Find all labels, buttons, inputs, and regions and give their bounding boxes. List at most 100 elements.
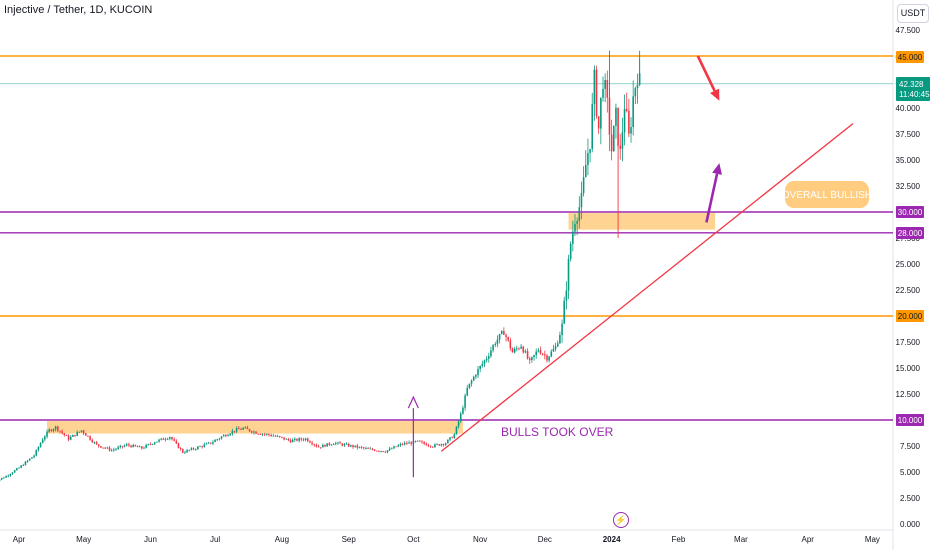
overall-bullish-label: OVERALL BULLISH: [782, 190, 872, 201]
bulls-took-over-label[interactable]: BULLS TOOK OVER: [501, 425, 614, 439]
candle-body: [136, 446, 139, 448]
candle-body: [477, 368, 479, 376]
lightning-icon[interactable]: ⚡: [613, 512, 629, 528]
arrow-shaft: [696, 55, 716, 92]
candle-body: [309, 441, 311, 443]
candle-body: [572, 231, 574, 244]
candle-body: [595, 69, 598, 117]
candle-body: [317, 446, 320, 448]
candle-body: [414, 441, 417, 442]
y-tick-label: 5.000: [900, 468, 921, 477]
candle-body: [153, 442, 156, 445]
candle-body: [186, 450, 188, 453]
y-tick-label: 40.000: [896, 104, 921, 113]
candle-body: [485, 358, 488, 361]
candle-body: [149, 444, 152, 445]
candle-body: [354, 445, 356, 448]
x-axis-ticks: Apr May Jun Jul Aug Sep Oct Nov Dec 2024 Feb Mar Apr…: [13, 535, 880, 544]
candle-body: [287, 438, 290, 441]
candle-body: [52, 429, 55, 431]
candle-body: [306, 438, 309, 442]
candle-body: [503, 331, 505, 335]
candle-body: [574, 223, 576, 232]
candle-body: [416, 440, 419, 442]
candle-body: [365, 448, 367, 449]
candle-body: [541, 353, 544, 355]
candle-body: [151, 444, 154, 445]
candle-body: [272, 435, 275, 437]
x-tick-label: Dec: [538, 535, 552, 544]
candle-body: [253, 431, 255, 433]
candle-body: [285, 438, 288, 440]
candle-body: [313, 444, 316, 446]
candle-body: [380, 451, 382, 452]
candle-body: [322, 444, 324, 448]
candle-body: [11, 472, 14, 475]
candle-body: [121, 445, 124, 447]
candle-body: [466, 387, 469, 396]
candle-body: [278, 436, 281, 437]
candle-body: [78, 431, 81, 433]
candle-body: [302, 439, 305, 441]
candle-body: [612, 125, 615, 152]
y-tick-label: 35.000: [896, 156, 921, 165]
candle-body: [487, 356, 490, 359]
candle-body: [520, 346, 522, 349]
candle-body: [266, 433, 268, 435]
price-tag-20: 20.000: [898, 312, 923, 321]
candle-body: [194, 449, 197, 450]
candle-body: [406, 442, 408, 444]
candle-body: [345, 443, 348, 445]
candle-body: [216, 439, 219, 441]
candle-body: [289, 440, 292, 443]
candle-body: [235, 428, 238, 432]
candle-body: [425, 443, 428, 446]
candle-body: [197, 446, 199, 450]
candle-body: [492, 345, 494, 351]
candle-body: [115, 448, 117, 450]
candle-body: [393, 446, 395, 449]
candle-body: [104, 447, 106, 449]
candle-body: [48, 429, 50, 432]
horizontal-lines-layer: [0, 55, 893, 421]
x-tick-label: Aug: [275, 535, 289, 544]
candle-body: [80, 430, 83, 432]
candle-body: [128, 444, 130, 446]
candle-body: [268, 433, 270, 435]
candle-body: [630, 126, 632, 134]
overall-bullish-box[interactable]: [785, 181, 869, 208]
price-tag-10-bg: [896, 414, 924, 426]
candle-body: [246, 427, 249, 430]
currency-button[interactable]: USDT: [897, 4, 929, 23]
candle-body: [531, 357, 533, 361]
y-tick-label: 0.000: [900, 520, 921, 529]
x-tick-label: Apr: [802, 535, 815, 544]
candle-body: [160, 438, 163, 440]
candle-body: [291, 439, 294, 443]
support-zone: [568, 213, 716, 230]
candle-body: [67, 435, 70, 440]
candle-body: [569, 243, 572, 259]
candle-body: [240, 429, 242, 430]
candle-body: [283, 437, 285, 440]
candle-body: [408, 442, 410, 444]
candle-body: [44, 436, 46, 440]
candle-body: [582, 177, 585, 194]
y-tick-label: 17.500: [896, 338, 921, 347]
trendline-layer: [440, 123, 854, 452]
candle-body: [528, 358, 531, 361]
candle-body: [95, 442, 98, 445]
candle-body: [304, 438, 307, 440]
y-tick-label: 47.500: [896, 26, 921, 35]
candle-body: [166, 438, 169, 440]
candle-body: [358, 446, 361, 448]
candle-body: [539, 350, 542, 354]
candle-body: [225, 435, 227, 437]
candle-body: [479, 365, 481, 369]
candle-body: [330, 444, 333, 446]
support-zone: [47, 421, 463, 434]
candle-body: [632, 96, 634, 127]
candle-body: [65, 435, 68, 436]
candle-body: [117, 447, 119, 449]
